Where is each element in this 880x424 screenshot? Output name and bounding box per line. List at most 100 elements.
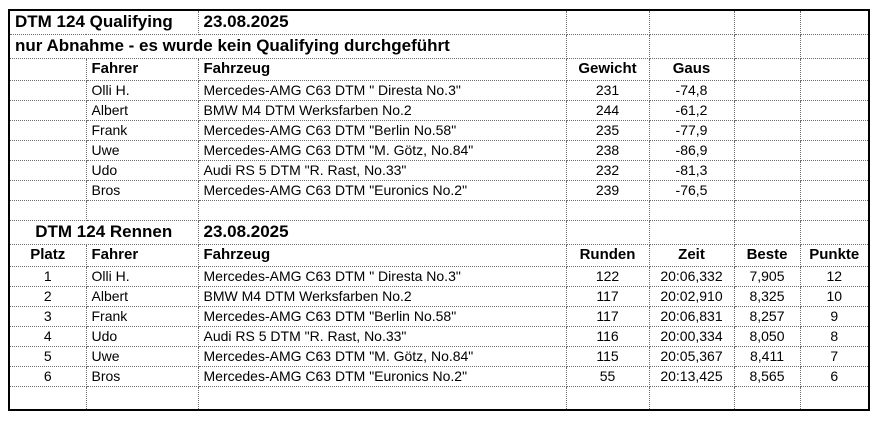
empty-cell [648,33,735,59]
qualifying-note-row: nur Abnahme - es wurde kein Qualifying d… [8,33,870,59]
gaus-cell: -74,8 [648,79,735,101]
rennen-title-row: DTM 124 Rennen 23.08.2025 [8,219,870,245]
fahrzeug-cell: Mercedes-AMG C63 DTM "Euronics No.2" [197,179,567,201]
fahrer-cell: Frank [85,119,199,141]
qualifying-row: Albert BMW M4 DTM Werksfarben No.2 244 -… [8,99,870,121]
gewicht-cell: 238 [565,139,650,161]
fahrer-cell: Udo [85,159,199,181]
fahrer-cell: Frank [85,305,199,327]
punkte-cell: 9 [799,305,870,327]
empty-cell [565,199,650,221]
col-header-fahrzeug: Fahrzeug [197,243,567,267]
col-header-gaus: Gaus [648,57,735,81]
empty-cell [733,139,801,161]
platz-cell: 6 [8,365,87,387]
gewicht-cell: 231 [565,79,650,101]
spacer-row [8,199,870,221]
qualifying-header-row: Fahrer Fahrzeug Gewicht Gaus [8,57,870,81]
beste-cell: 8,257 [733,305,801,327]
rennen-row: 1 Olli H. Mercedes-AMG C63 DTM " Diresta… [8,265,870,287]
empty-cell [85,199,199,221]
gaus-cell: -77,9 [648,119,735,141]
empty-cell [565,385,650,411]
fahrzeug-cell: Mercedes-AMG C63 DTM "Euronics No.2" [197,365,567,387]
gaus-cell: -86,9 [648,139,735,161]
qualifying-note: nur Abnahme - es wurde kein Qualifying d… [8,33,567,59]
empty-cell [799,119,870,141]
spreadsheet-page: DTM 124 Qualifying 23.08.2025 nur Abnahm… [8,9,870,411]
fahrzeug-cell: Mercedes-AMG C63 DTM "M. Götz, No.84" [197,139,567,161]
empty-cell [733,79,801,101]
punkte-cell: 8 [799,325,870,347]
rennen-header-row: Platz Fahrer Fahrzeug Runden Zeit Beste … [8,243,870,267]
empty-cell [8,119,87,141]
empty-cell [8,385,87,411]
fahrzeug-cell: Mercedes-AMG C63 DTM "Berlin No.58" [197,305,567,327]
empty-cell [799,79,870,101]
results-spreadsheet: DTM 124 Qualifying 23.08.2025 nur Abnahm… [8,9,870,411]
zeit-cell: 20:13,425 [648,365,735,387]
empty-cell [733,385,801,411]
col-header-fahrer: Fahrer [85,57,199,81]
col-header-platz: Platz [8,243,87,267]
empty-cell [799,179,870,201]
qualifying-title: DTM 124 Qualifying [8,9,199,35]
rennen-row: 5 Uwe Mercedes-AMG C63 DTM "M. Götz, No.… [8,345,870,367]
qualifying-title-row: DTM 124 Qualifying 23.08.2025 [8,9,870,35]
runden-cell: 115 [565,345,650,367]
rennen-row: 2 Albert BMW M4 DTM Werksfarben No.2 117… [8,285,870,307]
spacer-row [8,385,870,411]
fahrer-cell: Uwe [85,139,199,161]
gewicht-cell: 244 [565,99,650,121]
qualifying-date: 23.08.2025 [197,9,567,35]
punkte-cell: 12 [799,265,870,287]
qualifying-row: Bros Mercedes-AMG C63 DTM "Euronics No.2… [8,179,870,201]
rennen-row: 6 Bros Mercedes-AMG C63 DTM "Euronics No… [8,365,870,387]
empty-cell [197,385,567,411]
empty-cell [648,199,735,221]
empty-cell [733,57,801,81]
col-header-punkte: Punkte [799,243,870,267]
fahrzeug-cell: BMW M4 DTM Werksfarben No.2 [197,99,567,121]
empty-cell [733,199,801,221]
fahrer-cell: Bros [85,365,199,387]
fahrzeug-cell: Mercedes-AMG C63 DTM "Berlin No.58" [197,119,567,141]
col-header-zeit: Zeit [648,243,735,267]
rennen-row: 3 Frank Mercedes-AMG C63 DTM "Berlin No.… [8,305,870,327]
empty-cell [733,9,801,35]
empty-cell [85,385,199,411]
zeit-cell: 20:02,910 [648,285,735,307]
qualifying-row: Olli H. Mercedes-AMG C63 DTM " Diresta N… [8,79,870,101]
runden-cell: 116 [565,325,650,347]
fahrzeug-cell: BMW M4 DTM Werksfarben No.2 [197,285,567,307]
fahrzeug-cell: Mercedes-AMG C63 DTM " Diresta No.3" [197,265,567,287]
col-header-beste: Beste [733,243,801,267]
col-header-runden: Runden [565,243,650,267]
platz-cell: 4 [8,325,87,347]
rennen-title: DTM 124 Rennen [8,219,199,245]
empty-cell [799,57,870,81]
empty-cell [8,179,87,201]
empty-cell [799,99,870,121]
gaus-cell: -76,5 [648,179,735,201]
zeit-cell: 20:06,332 [648,265,735,287]
empty-cell [8,199,87,221]
beste-cell: 7,905 [733,265,801,287]
empty-cell [8,79,87,101]
fahrzeug-cell: Mercedes-AMG C63 DTM " Diresta No.3" [197,79,567,101]
beste-cell: 8,325 [733,285,801,307]
empty-cell [733,33,801,59]
qualifying-row: Udo Audi RS 5 DTM "R. Rast, No.33" 232 -… [8,159,870,181]
runden-cell: 117 [565,305,650,327]
beste-cell: 8,411 [733,345,801,367]
platz-cell: 3 [8,305,87,327]
gewicht-cell: 232 [565,159,650,181]
empty-cell [733,179,801,201]
punkte-cell: 7 [799,345,870,367]
empty-cell [648,219,735,245]
empty-cell [565,33,650,59]
qualifying-row: Frank Mercedes-AMG C63 DTM "Berlin No.58… [8,119,870,141]
gewicht-cell: 239 [565,179,650,201]
empty-cell [8,99,87,121]
platz-cell: 2 [8,285,87,307]
